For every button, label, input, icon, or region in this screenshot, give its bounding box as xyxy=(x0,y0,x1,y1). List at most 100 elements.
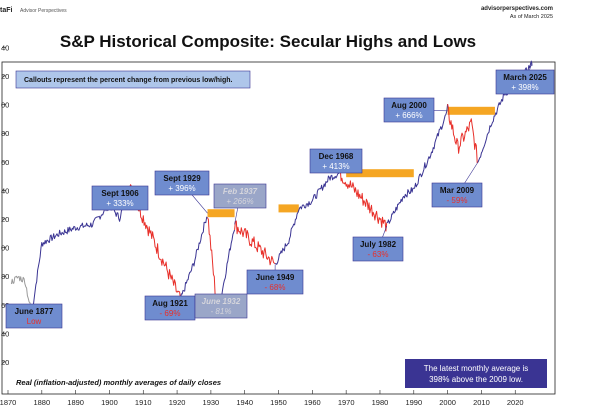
chart-title: S&P Historical Composite: Secular Highs … xyxy=(60,32,476,51)
callout-note-text: Callouts represent the percent change fr… xyxy=(24,77,233,84)
x-tick-label: 1900 xyxy=(101,398,118,407)
secular-high-bar xyxy=(346,169,414,178)
callout-date: June 1877 xyxy=(15,307,54,316)
callout-box xyxy=(431,182,483,208)
x-tick-label: 1890 xyxy=(67,398,84,407)
callout-change: + 396% xyxy=(168,184,195,193)
callout-change: - 59% xyxy=(447,196,468,205)
callout-box xyxy=(352,236,404,262)
callout-date: Sept 1906 xyxy=(101,189,139,198)
x-tick-label: 1930 xyxy=(203,398,220,407)
y-tick-label: 80 xyxy=(1,272,9,281)
callout: Mar 2009- 59% xyxy=(431,161,483,208)
callout-change: - 81% xyxy=(211,307,232,316)
callout-change: + 413% xyxy=(322,162,349,171)
callout-date: Feb 1937 xyxy=(223,187,258,196)
y-tick-label: 00 xyxy=(1,244,9,253)
callout: July 1982- 63% xyxy=(352,225,404,262)
callout-box xyxy=(213,183,267,209)
callout-date: Aug 2000 xyxy=(391,101,427,110)
x-tick-label: 1960 xyxy=(304,398,321,407)
x-tick-label: 1880 xyxy=(33,398,50,407)
brand-name: taFi xyxy=(0,7,13,14)
secular-high-bar xyxy=(447,106,495,115)
callout: June 1932- 81% xyxy=(194,293,248,319)
bear-market-line xyxy=(234,220,276,266)
callout: June 1949- 68% xyxy=(246,264,304,295)
secular-highs-bars xyxy=(207,106,495,218)
callout: March 2025+ 398% xyxy=(495,62,555,95)
brand-subtitle: Advisor Perspectives xyxy=(20,8,67,14)
callout-box xyxy=(5,303,63,329)
callout-date: July 1982 xyxy=(360,240,397,249)
secular-high-bar xyxy=(207,209,235,218)
callout: Sept 1929+ 396% xyxy=(154,170,210,214)
callout: Aug 2000+ 666% xyxy=(383,97,448,123)
footer-note: Real (inflation-adjusted) monthly averag… xyxy=(16,378,221,387)
summary-line-1: The latest monthly average is xyxy=(424,364,529,373)
y-tick-label: 00 xyxy=(1,101,9,110)
x-tick-label: 1940 xyxy=(236,398,253,407)
y-tick-label: 20 xyxy=(1,215,9,224)
callout-box xyxy=(194,293,248,319)
bull-market-line xyxy=(275,172,340,265)
callout-date: June 1949 xyxy=(256,273,295,282)
callout-box xyxy=(246,269,304,295)
early-series-line xyxy=(10,275,33,314)
callout-change: - 68% xyxy=(265,283,286,292)
callout-box xyxy=(495,69,555,95)
bear-market-line xyxy=(447,103,479,164)
bull-market-line xyxy=(386,104,449,224)
callout-date: Dec 1968 xyxy=(319,152,354,161)
callout-change: - 63% xyxy=(368,250,389,259)
x-axis: 1870 1880 1890 1900 1910 1920 1930 1940 1950 1960… xyxy=(0,390,524,407)
callout-change: Low xyxy=(27,317,42,326)
summary-box xyxy=(405,359,547,388)
callout-date: Mar 2009 xyxy=(440,186,475,195)
callout-date: Sept 1929 xyxy=(163,174,201,183)
callout-date: March 2025 xyxy=(503,73,547,82)
y-tick-label: 20 xyxy=(1,72,9,81)
secular-high-bar xyxy=(278,204,299,213)
summary-line-2: 398% above the 2009 low. xyxy=(429,375,523,384)
bull-market-line xyxy=(180,216,208,300)
callout-change: + 666% xyxy=(395,111,422,120)
y-tick-label: 20 xyxy=(1,358,9,367)
callout: Aug 1921- 69% xyxy=(144,295,196,321)
callout-box xyxy=(309,148,363,174)
x-tick-label: 2000 xyxy=(439,398,456,407)
y-axis: 20 40 60 80 00 20 40 60 80 00 20 40 xyxy=(1,43,9,367)
source-url: advisorperspectives.com xyxy=(481,6,553,12)
x-tick-label: 1870 xyxy=(0,398,16,407)
y-tick-label: 40 xyxy=(1,186,9,195)
x-tick-label: 1910 xyxy=(135,398,152,407)
y-tick-label: 80 xyxy=(1,129,9,138)
x-tick-label: 2010 xyxy=(473,398,490,407)
x-tick-label: 1990 xyxy=(405,398,422,407)
bear-market-line xyxy=(338,167,388,232)
x-tick-label: 2020 xyxy=(507,398,524,407)
callout-note-box xyxy=(15,70,251,89)
callout-change: - 69% xyxy=(160,309,181,318)
callout-change: + 398% xyxy=(511,83,538,92)
y-tick-label: 40 xyxy=(1,43,9,52)
callout-box xyxy=(154,170,210,196)
x-tick-label: 1980 xyxy=(372,398,389,407)
as-of-date: As of March 2025 xyxy=(510,14,553,20)
callout: Feb 1937+ 266% xyxy=(213,183,267,225)
y-tick-label: 60 xyxy=(1,301,9,310)
callout-change: + 266% xyxy=(226,197,253,206)
callout: Sept 1906+ 333% xyxy=(91,185,149,211)
callout-date: Aug 1921 xyxy=(152,299,188,308)
callout-box xyxy=(383,97,435,123)
y-tick-label: 60 xyxy=(1,158,9,167)
y-tick-label: 40 xyxy=(1,329,9,338)
callout: Dec 1968+ 413% xyxy=(309,148,363,174)
callout-change: + 333% xyxy=(106,199,133,208)
x-tick-label: 1950 xyxy=(270,398,287,407)
callout-box xyxy=(91,185,149,211)
callout-date: June 1932 xyxy=(202,297,241,306)
